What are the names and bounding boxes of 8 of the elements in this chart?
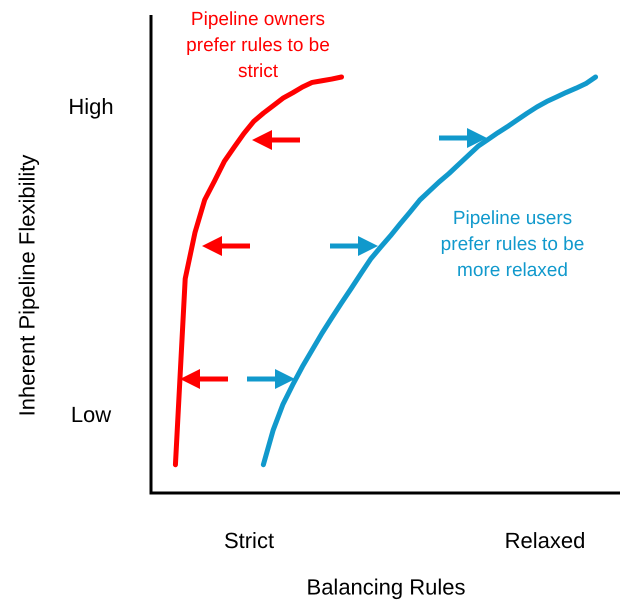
y-axis-title: Inherent Pipeline Flexibility <box>14 154 40 416</box>
text: High <box>67 94 115 120</box>
x-axis-title: Balancing Rules <box>306 574 466 600</box>
annotation: Pipeline users prefer rules to be more relaxed <box>440 207 585 283</box>
text: Relaxed <box>504 528 586 554</box>
text: Low <box>70 402 112 427</box>
text: Strict <box>222 528 276 554</box>
annotation: Pipeline owners prefer rules to be strict <box>185 8 331 84</box>
